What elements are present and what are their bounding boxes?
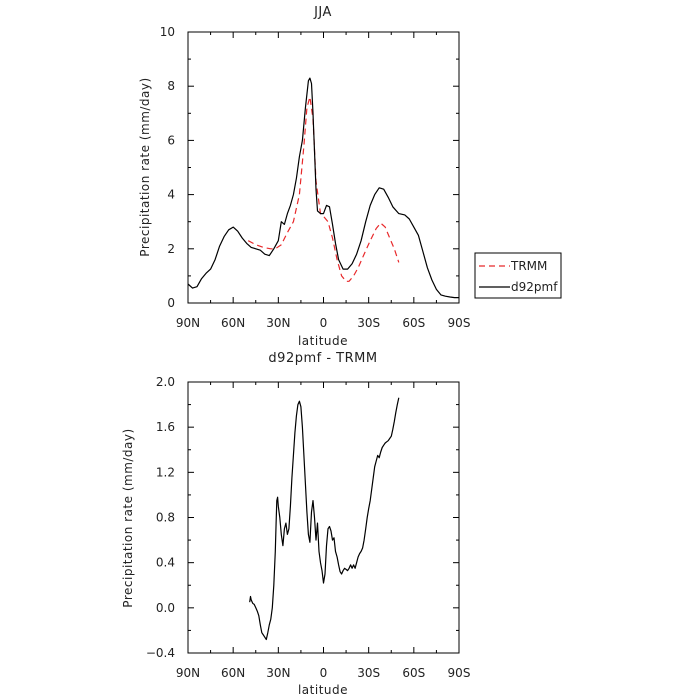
- x-tick-label: 30N: [266, 666, 290, 680]
- series-lines: [187, 77, 459, 299]
- y-tick-label: 8: [167, 79, 175, 93]
- y-tick-label: 0: [167, 296, 175, 310]
- chart-title: JJA: [313, 5, 332, 20]
- x-tick-label: 30S: [357, 666, 380, 680]
- series-lines: [249, 397, 400, 641]
- chart-panel-difference: d92pmf - TRMM −0.4 0.0 0.4 0.8 1.2 1.6 2.0 90N…: [121, 351, 470, 697]
- axis-ticks: [187, 31, 460, 304]
- legend-label-d92pmf: d92pmf: [511, 280, 558, 294]
- x-tick-label: 30S: [357, 316, 380, 330]
- x-tick-label: 60N: [221, 316, 245, 330]
- series-line-d92pmf: [187, 77, 459, 299]
- x-tick-label: 0: [320, 666, 328, 680]
- plot-frame: [187, 31, 460, 304]
- x-tick-label: 90S: [448, 666, 471, 680]
- y-tick-label: 1.6: [156, 420, 175, 434]
- x-axis-title: latitude: [298, 334, 348, 348]
- x-axis-title: latitude: [298, 683, 348, 697]
- y-tick-labels: 0 2 4 6 8 10: [160, 25, 175, 310]
- x-tick-label: 90N: [176, 316, 200, 330]
- x-tick-labels: 90N 60N 30N 0 30S 60S 90S: [176, 666, 471, 680]
- legend-label-trmm: TRMM: [510, 259, 547, 273]
- axis-ticks: [187, 381, 460, 654]
- x-tick-label: 60S: [402, 666, 425, 680]
- x-tick-label: 60S: [402, 316, 425, 330]
- y-axis-title: Precipitation rate (mm/day): [138, 77, 152, 256]
- y-tick-labels: −0.4 0.0 0.4 0.8 1.2 1.6 2.0: [146, 375, 175, 660]
- chart-title: d92pmf - TRMM: [268, 351, 377, 366]
- y-tick-label: 0.4: [156, 556, 175, 570]
- y-tick-label: 0.8: [156, 511, 175, 525]
- y-axis-title: Precipitation rate (mm/day): [121, 428, 135, 607]
- y-tick-label: 2.0: [156, 375, 175, 389]
- series-line-difference-0: [249, 397, 400, 641]
- x-tick-label: 0: [320, 316, 328, 330]
- plot-frame: [187, 381, 460, 654]
- legend: TRMM d92pmf: [474, 252, 562, 299]
- y-tick-label: 2: [167, 242, 175, 256]
- y-tick-label: 6: [167, 133, 175, 147]
- series-line-trmm: [247, 96, 400, 282]
- x-tick-label: 90N: [176, 666, 200, 680]
- x-tick-labels: 90N 60N 30N 0 30S 60S 90S: [176, 316, 471, 330]
- legend-box: [474, 252, 562, 299]
- y-tick-label: 10: [160, 25, 175, 39]
- y-tick-label: −0.4: [146, 646, 175, 660]
- x-tick-label: 90S: [448, 316, 471, 330]
- y-tick-label: 4: [167, 188, 175, 202]
- x-tick-label: 60N: [221, 666, 245, 680]
- chart-panel-jja: JJA 0 2 4 6 8 10 90N 60N 30N 0 30S 60S 90S latitude…: [138, 5, 562, 348]
- x-tick-label: 30N: [266, 316, 290, 330]
- y-tick-label: 1.2: [156, 465, 175, 479]
- y-tick-label: 0.0: [156, 601, 175, 615]
